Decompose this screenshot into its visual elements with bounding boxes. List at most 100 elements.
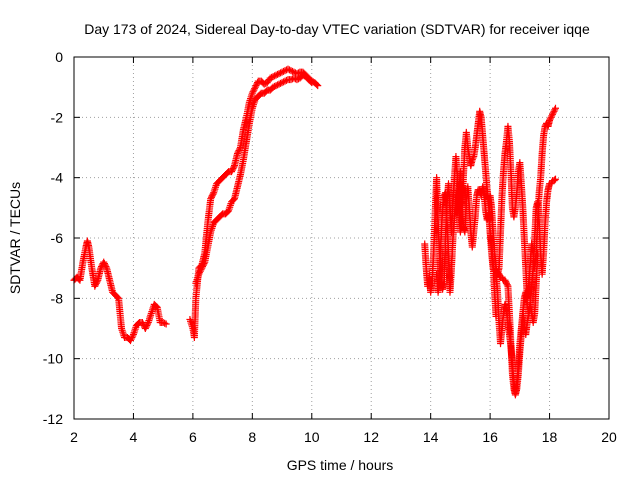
x-tick-label: 14 — [423, 429, 439, 445]
data-point — [229, 165, 237, 173]
data-point — [138, 318, 146, 326]
data-point — [551, 106, 559, 114]
data-point — [281, 77, 289, 85]
x-tick-label: 20 — [601, 429, 617, 445]
data-point — [198, 264, 206, 272]
data-point — [308, 79, 316, 87]
data-point — [199, 261, 207, 269]
data-point — [274, 70, 282, 78]
x-tick-label: 2 — [70, 429, 78, 445]
data-point — [546, 116, 554, 124]
data-point — [207, 195, 215, 203]
data-point — [550, 107, 558, 115]
data-point — [159, 318, 167, 326]
data-point — [233, 150, 241, 158]
data-marks — [70, 65, 559, 399]
data-point — [271, 72, 279, 80]
data-point — [503, 281, 511, 289]
data-point — [92, 279, 100, 287]
y-tick-label: -4 — [51, 170, 64, 186]
data-point — [278, 68, 286, 76]
data-point — [128, 334, 136, 342]
series-arc-16.2-17.6h — [492, 249, 542, 396]
data-point — [162, 320, 170, 328]
y-tick-label: -2 — [51, 109, 64, 125]
data-point — [549, 109, 557, 117]
data-point — [468, 156, 476, 164]
series-arc-6.1-10.0h-lower — [192, 71, 316, 287]
data-point — [195, 270, 203, 278]
data-point — [314, 82, 322, 90]
x-tick-label: 10 — [304, 429, 320, 445]
data-point — [228, 168, 236, 176]
data-point — [161, 319, 169, 327]
data-point — [469, 154, 477, 162]
data-point — [102, 263, 110, 271]
data-point — [552, 104, 559, 112]
data-point — [207, 193, 215, 201]
y-tick-label: -8 — [51, 290, 64, 306]
data-point — [129, 332, 137, 340]
x-tick-labels: 2 4 6 8 10 12 14 16 18 20 — [70, 429, 617, 445]
data-point — [100, 260, 108, 268]
data-point — [209, 190, 217, 198]
data-point — [293, 70, 301, 78]
data-point — [502, 279, 510, 287]
data-point — [272, 71, 280, 79]
y-tick-label: -12 — [43, 411, 63, 427]
x-tick-label: 16 — [482, 429, 498, 445]
data-point — [550, 177, 558, 185]
series-arc-2.0-5.1h — [70, 237, 170, 345]
data-point — [127, 335, 135, 343]
data-point — [287, 67, 295, 75]
plot-border — [73, 56, 610, 420]
data-point — [489, 264, 497, 272]
data-point — [534, 249, 542, 257]
data-point — [251, 83, 259, 91]
data-point — [97, 264, 105, 272]
data-point — [287, 76, 295, 84]
data-point — [196, 267, 204, 275]
data-point — [228, 166, 236, 174]
data-point — [285, 66, 293, 74]
data-point — [548, 112, 556, 120]
y-axis-label: SDTVAR / TECUs — [7, 182, 23, 294]
y-tick-labels: 0 -2 -4 -6 -8 -10 -12 — [43, 49, 63, 427]
data-point — [284, 65, 292, 73]
data-point — [280, 67, 288, 75]
data-point — [502, 278, 510, 286]
x-tick-label: 4 — [130, 429, 138, 445]
data-point — [93, 278, 101, 286]
x-tick-label: 18 — [542, 429, 558, 445]
data-point — [230, 163, 238, 171]
data-point — [248, 89, 256, 97]
series-arc-14.2-16.2h — [433, 168, 500, 320]
data-point — [546, 115, 554, 123]
data-point — [277, 69, 285, 77]
data-point — [92, 281, 100, 289]
data-point — [272, 82, 280, 90]
x-tick-label: 6 — [189, 429, 197, 445]
data-point — [253, 80, 261, 88]
data-point — [274, 81, 282, 89]
x-tick-label: 12 — [363, 429, 379, 445]
data-point — [281, 67, 289, 75]
x-tick-label: 8 — [248, 429, 256, 445]
data-point — [552, 175, 559, 183]
data-point — [283, 76, 291, 84]
data-point — [126, 337, 134, 345]
data-point — [547, 113, 555, 121]
data-point — [208, 192, 216, 200]
data-point — [200, 260, 208, 268]
data-point — [280, 78, 288, 86]
chart-title: Day 173 of 2024, Sidereal Day-to-day VTE… — [84, 21, 590, 37]
data-point — [293, 76, 301, 84]
data-point — [144, 320, 152, 328]
data-point — [252, 82, 260, 90]
data-point — [290, 68, 298, 76]
data-point — [501, 276, 509, 284]
data-point — [269, 73, 277, 81]
data-point — [551, 176, 559, 184]
